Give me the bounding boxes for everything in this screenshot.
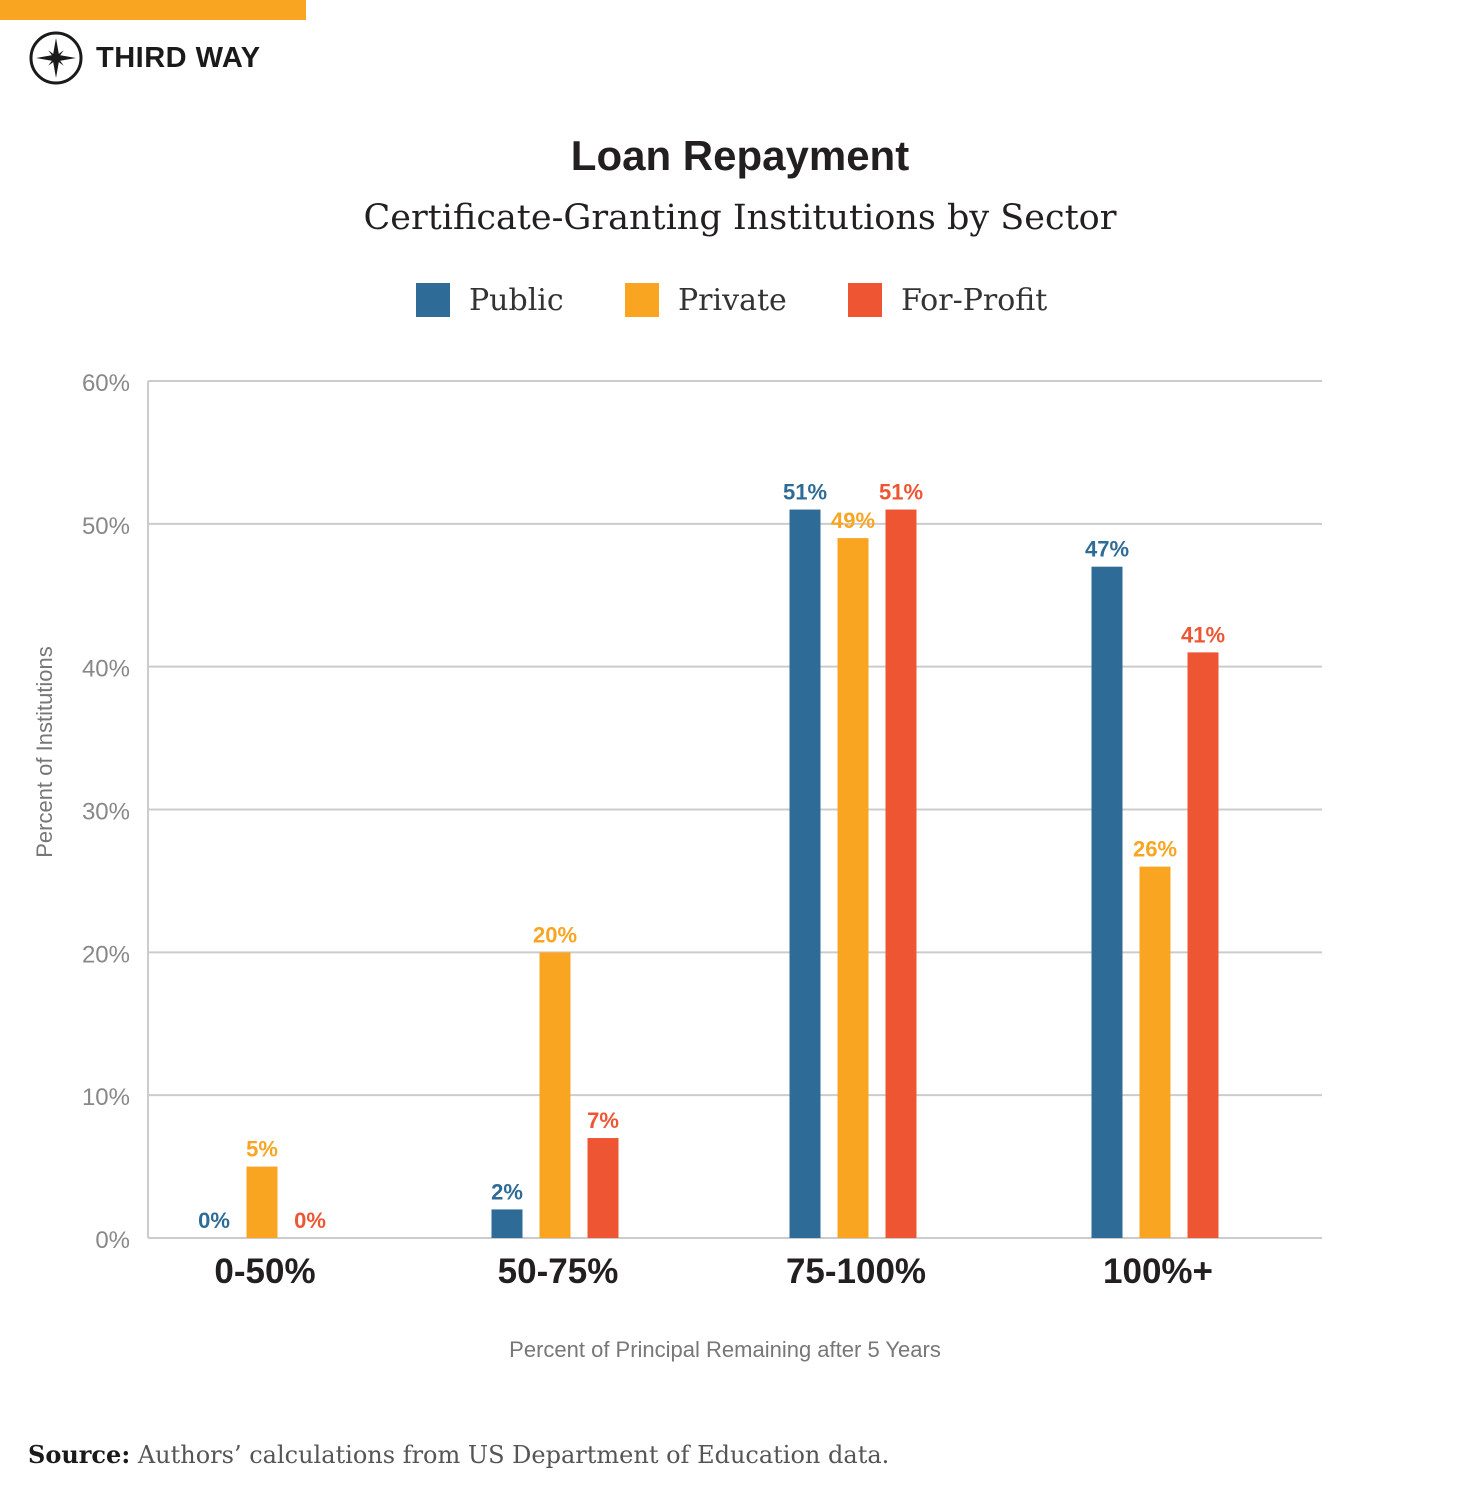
x-tick-label: 100%+ [1103,1252,1213,1291]
bar-public-100%+ [1091,566,1123,1238]
y-tick-label: 30% [82,799,130,826]
y-axis-label: Percent of Institutions [32,646,57,858]
data-label-private-50-75%: 20% [533,922,577,947]
data-label-private-75-100%: 49% [831,508,875,533]
bar-for-profit-50-75% [587,1138,619,1238]
x-tick-label: 50-75% [498,1252,619,1291]
bar-private-75-100% [837,538,869,1238]
x-tick-label: 0-50% [214,1252,315,1291]
data-label-for-profit-100%+: 41% [1181,622,1225,647]
y-tick-label: 40% [82,656,130,683]
x-axis-ticks: 0-50% 50-75% 75-100% 100%+ [214,1252,1213,1291]
legend-swatch-for-profit [848,283,882,317]
y-tick-label: 0% [95,1227,130,1254]
chart-legend: Public Private For-Profit [416,283,1047,318]
source-text: Authors’ calculations from US Department… [137,1441,890,1469]
third-way-logo: THIRD WAY [28,30,261,86]
bar-public-50-75% [491,1209,523,1238]
legend-swatch-public [416,283,450,317]
y-tick-label: 10% [82,1084,130,1111]
chart-title: Loan Repayment [570,132,910,179]
bar-private-100%+ [1139,866,1171,1238]
data-label-for-profit-50-75%: 7% [587,1108,619,1133]
compass-star-icon [29,31,83,85]
data-label-private-0-50%: 5% [246,1137,278,1162]
data-label-public-0-50%: 0% [198,1208,230,1233]
data-label-public-75-100%: 51% [783,480,827,505]
legend-label-for-profit: For-Profit [901,283,1047,318]
chart-subtitle: Certificate-Granting Institutions by Sec… [363,198,1117,238]
y-tick-label: 20% [82,941,130,968]
bar-for-profit-75-100% [885,509,917,1238]
x-axis-label: Percent of Principal Remaining after 5 Y… [509,1337,941,1362]
bar-private-50-75% [539,952,571,1238]
source-label: Source: [28,1440,131,1469]
data-label-for-profit-75-100%: 51% [879,480,923,505]
bars [246,509,1219,1238]
source-note: Source: Authors’ calculations from US De… [28,1440,889,1469]
data-label-private-100%+: 26% [1133,837,1177,862]
legend-label-public: Public [469,283,564,318]
data-label-for-profit-0-50%: 0% [294,1208,326,1233]
data-label-public-50-75%: 2% [491,1179,523,1204]
bar-public-75-100% [789,509,821,1238]
grid-lines [147,380,1322,1239]
data-label-public-100%+: 47% [1085,537,1129,562]
y-tick-label: 50% [82,513,130,540]
x-tick-label: 75-100% [786,1252,926,1291]
bar-for-profit-100%+ [1187,652,1219,1238]
legend-label-private: Private [678,283,787,318]
bar-chart: Public Private For-Profit 0% 10% 20% 30% 40% 50… [32,283,1322,1362]
y-axis-ticks: 0% 10% 20% 30% 40% 50% 60% [82,370,130,1254]
bar-private-0-50% [246,1166,278,1238]
brand-accent-bar [0,0,306,20]
brand-name: THIRD WAY [96,41,261,74]
bar-data-labels: 0% 5% 0% 2% 20% 7% 51%49%51% 47% 26% 41% [198,480,1225,1233]
legend-swatch-private [625,283,659,317]
y-tick-label: 60% [82,370,130,397]
